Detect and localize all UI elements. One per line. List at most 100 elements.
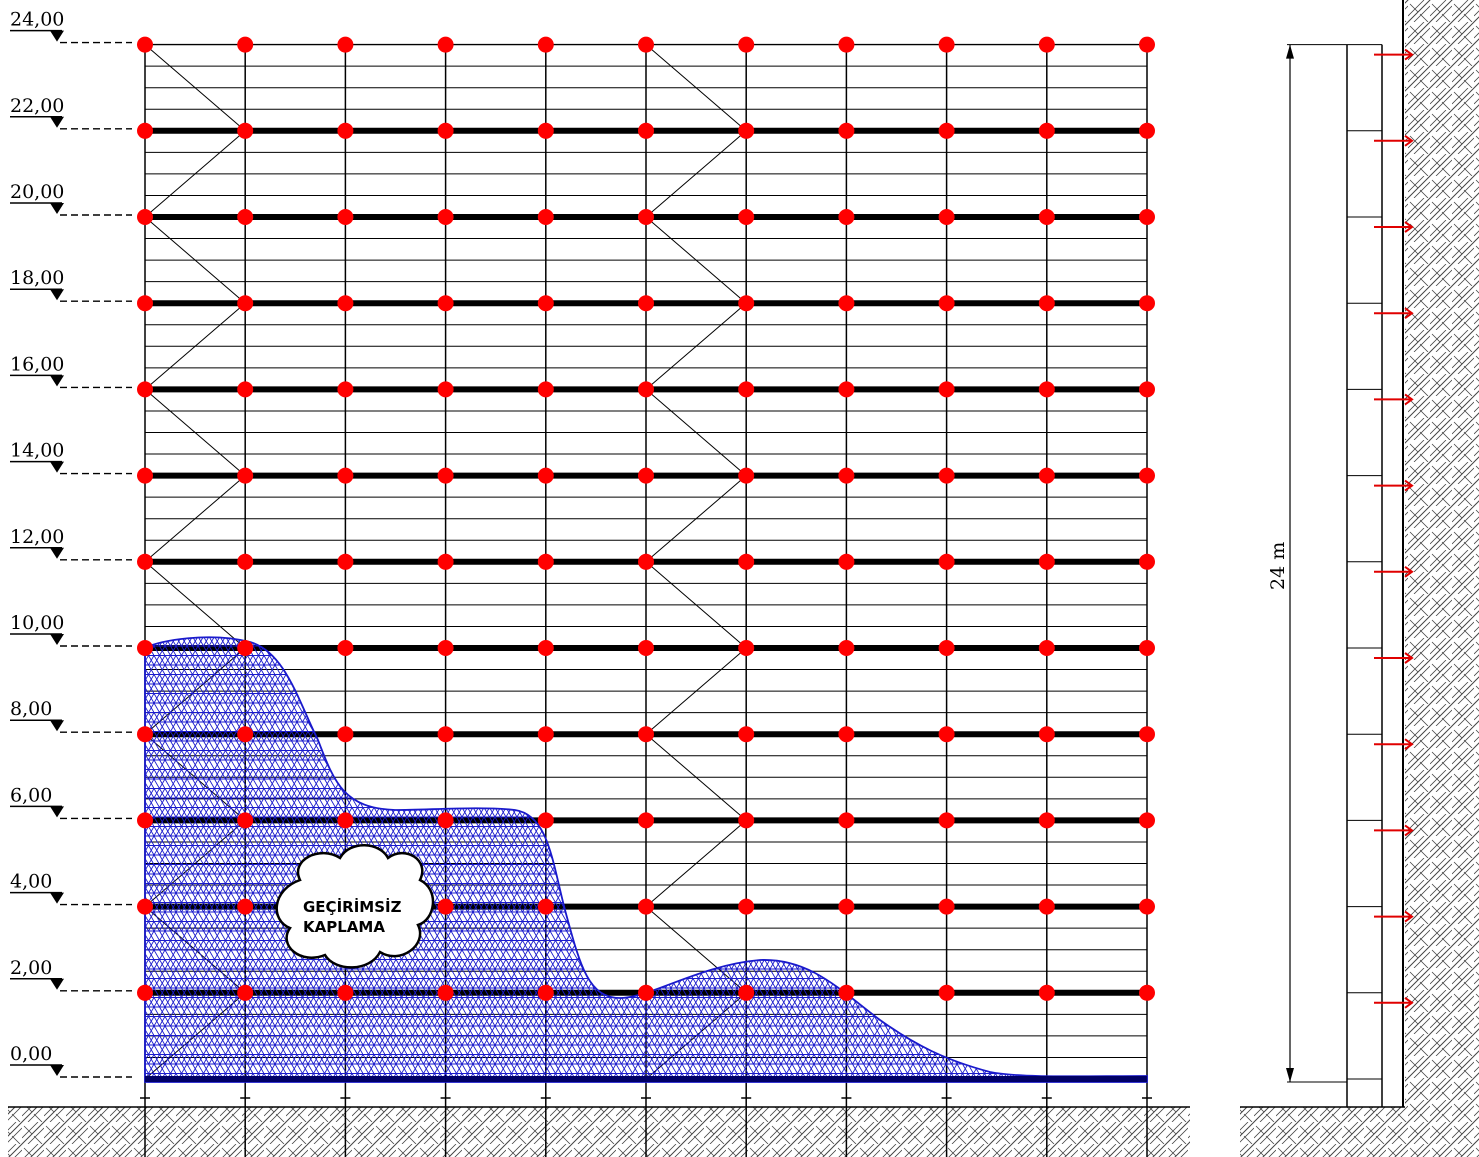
scaffold-node [137, 467, 153, 484]
wall-tie-head [1404, 393, 1414, 406]
scaffold-node [1139, 467, 1155, 484]
diagonal-brace [645, 647, 747, 735]
scaffold-node [938, 467, 955, 484]
scaffold-node [237, 295, 254, 312]
wall-tie-head [1404, 996, 1414, 1009]
scaffold-node [638, 295, 654, 312]
scaffold-node [838, 295, 855, 312]
scaffold-node [537, 122, 554, 139]
scaffold-node [838, 984, 855, 1001]
scaffold-node [838, 726, 855, 743]
level-label: 4,00 [10, 871, 52, 893]
scaffold-node [337, 467, 354, 484]
diagonal-brace [144, 389, 246, 476]
scaffold-node [537, 36, 554, 53]
scaffold-node [838, 812, 855, 829]
scaffold-node [137, 209, 153, 225]
scaffold-node [237, 812, 254, 829]
scaffold-node [337, 36, 354, 53]
scaffold-node [638, 984, 654, 1001]
scaffold-node [137, 640, 153, 656]
scaffold-node [1038, 467, 1055, 484]
scaffold-node [938, 553, 955, 570]
scaffold-node [137, 812, 153, 829]
scaffold-node [437, 36, 454, 53]
scaffold-node [738, 467, 755, 484]
level-triangle [50, 289, 64, 301]
scaffold-node [1139, 553, 1155, 570]
scaffold-node [1139, 381, 1155, 398]
total-height-label: 24 m [1267, 542, 1289, 590]
diagonal-brace [144, 302, 246, 390]
scaffold-node [638, 726, 654, 743]
wall-tie-head [1404, 910, 1414, 923]
scaffold-node [838, 640, 855, 656]
wall-tie-head [1404, 652, 1414, 664]
scaffold-node [638, 812, 654, 829]
level-label: 24,00 [10, 9, 64, 31]
scaffold-node [1038, 898, 1055, 915]
membrane-label-line1: GEÇİRİMSİZ [303, 897, 402, 916]
scaffold-node [237, 640, 254, 656]
scaffold-node [1038, 36, 1055, 53]
diagonal-brace [645, 733, 747, 821]
scaffold-node [437, 984, 454, 1001]
scaffold-node [1139, 898, 1155, 915]
level-label: 8,00 [10, 698, 52, 720]
scaffold-node [237, 36, 254, 53]
scaffold-node [237, 726, 254, 743]
scaffold-node [537, 209, 554, 225]
elevation-markers: 0,00 2,00 4,00 6,00 8,00 10,00 12,00 14,00 16,00… [10, 9, 132, 1078]
scaffold-node [738, 640, 755, 656]
scaffold-node [1038, 726, 1055, 743]
scaffold-node [337, 295, 354, 312]
scaffold-node [537, 295, 554, 312]
scaffold-node [1038, 640, 1055, 656]
level-label: 0,00 [10, 1043, 52, 1065]
level-label: 18,00 [10, 267, 64, 289]
wall-tie-head [1404, 565, 1414, 578]
level-triangle [50, 892, 64, 904]
scaffold-node [638, 122, 654, 139]
scaffold-node [237, 467, 254, 484]
scaffold-node [537, 984, 554, 1001]
scaffold-node [537, 812, 554, 829]
level-triangle [50, 806, 64, 818]
scaffold-node [537, 898, 554, 915]
dimension-arrow-bottom [1286, 1068, 1294, 1082]
scaffold-node [337, 640, 354, 656]
wall-tie-head [1404, 307, 1414, 320]
scaffold-node [838, 467, 855, 484]
level-triangle [50, 634, 64, 645]
scaffold-node [237, 984, 254, 1001]
scaffold-node [938, 898, 955, 915]
scaffold-node [838, 553, 855, 570]
scaffold-node [1038, 209, 1055, 225]
scaffold-node [738, 553, 755, 570]
scaffold-node [1038, 122, 1055, 139]
diagonal-brace [645, 216, 747, 304]
scaffold-node [237, 381, 254, 398]
scaffold-node [137, 553, 153, 570]
level-label: 14,00 [10, 440, 64, 462]
scaffold-node [1139, 36, 1155, 53]
membrane-callout: GEÇİRİMSİZ KAPLAMA [275, 844, 435, 969]
ground-hatch-front [8, 1107, 1190, 1157]
level-triangle [50, 720, 64, 732]
scaffold-node [638, 640, 654, 656]
impermeable-membrane [144, 636, 1148, 1083]
scaffold-node [1038, 984, 1055, 1001]
scaffold-node [1139, 726, 1155, 743]
wall-tie-head [1404, 134, 1414, 147]
scaffold-node [638, 553, 654, 570]
scaffold-node [337, 381, 354, 398]
scaffold-node [638, 209, 654, 225]
membrane-mesh-fill [145, 637, 1147, 1082]
level-label: 20,00 [10, 181, 64, 203]
scaffold-node [1139, 209, 1155, 225]
diagonal-brace [645, 130, 747, 218]
scaffold-node [838, 36, 855, 53]
scaffold-node [938, 726, 955, 743]
diagonal-brace [645, 44, 747, 132]
